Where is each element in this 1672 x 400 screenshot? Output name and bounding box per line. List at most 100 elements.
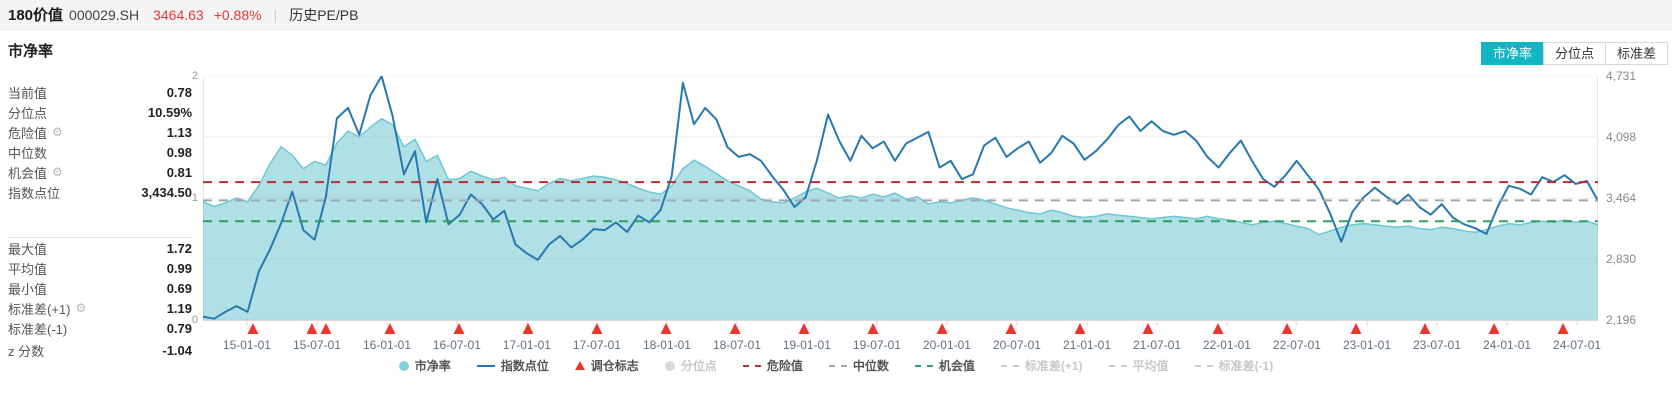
x-tick: 15-07-01 bbox=[292, 338, 341, 352]
legend-label: 中位数 bbox=[852, 359, 889, 373]
stat-value: 3,434.50 bbox=[141, 184, 192, 200]
pb-chart-canvas[interactable] bbox=[203, 76, 1598, 344]
x-tick: 16-01-01 bbox=[362, 338, 412, 352]
stat-value: 1.72 bbox=[166, 240, 192, 256]
y-right-tick: 2,196 bbox=[1606, 313, 1637, 327]
legend-item[interactable]: 调仓标志 bbox=[574, 357, 639, 374]
legend-item[interactable]: 危险值 bbox=[742, 357, 803, 374]
rebalance-triangle-icon bbox=[320, 323, 332, 334]
legend-triangle-icon bbox=[574, 361, 585, 370]
x-tick: 17-01-01 bbox=[502, 338, 551, 352]
stat-row: 中位数 0.98 bbox=[8, 142, 192, 162]
x-tick: 15-01-01 bbox=[222, 338, 271, 352]
legend-label: 调仓标志 bbox=[590, 359, 639, 373]
legend-label: 平均值 bbox=[1132, 359, 1169, 373]
tab-0[interactable]: 市净率 bbox=[1480, 42, 1544, 65]
rebalance-triangle-icon bbox=[660, 323, 672, 334]
index-name: 180价值 bbox=[8, 7, 64, 24]
rebalance-triangle-icon bbox=[306, 323, 318, 334]
stat-value: 1.13 bbox=[166, 124, 192, 140]
stat-label: 分位点 bbox=[8, 105, 48, 121]
x-tick: 22-07-01 bbox=[1272, 338, 1321, 352]
legend-item[interactable]: 标准差(-1) bbox=[1194, 357, 1274, 374]
rebalance-triangle-icon bbox=[867, 323, 879, 334]
legend-label: 分位点 bbox=[680, 359, 717, 373]
rebalance-triangle-icon bbox=[936, 323, 948, 334]
legend-item[interactable]: 平均值 bbox=[1108, 357, 1169, 374]
legend-item[interactable]: 中位数 bbox=[828, 357, 889, 374]
legend-label: 指数点位 bbox=[500, 359, 549, 373]
gear-icon[interactable]: ⚙ bbox=[52, 125, 63, 139]
legend-item[interactable]: 分位点 bbox=[664, 357, 717, 374]
history-pe-pb-link[interactable]: 历史PE/PB bbox=[289, 6, 359, 23]
rebalance-triangle-icon bbox=[1142, 323, 1154, 334]
legend-item[interactable]: 指数点位 bbox=[476, 357, 549, 374]
stat-value: 0.78 bbox=[166, 84, 192, 100]
x-tick: 19-01-01 bbox=[782, 338, 831, 352]
legend-label: 标准差(-1) bbox=[1218, 359, 1274, 373]
stat-row-z-score: z 分数 -1.04 bbox=[8, 340, 192, 360]
stat-row: 最小值 0.69 bbox=[8, 278, 192, 298]
index-code: 000029.SH bbox=[69, 6, 140, 23]
stat-label: 标准差(-1) bbox=[8, 321, 68, 337]
stat-row: 标准差(-1) 0.79 bbox=[8, 318, 192, 338]
x-tick: 21-01-01 bbox=[1062, 338, 1112, 352]
x-tick: 19-07-01 bbox=[852, 338, 901, 352]
x-tick: 23-01-01 bbox=[1342, 338, 1391, 352]
x-tick: 20-01-01 bbox=[922, 338, 971, 352]
legend-dash-icon bbox=[1000, 364, 1019, 367]
y-left-tick: 1 bbox=[191, 192, 198, 204]
stat-label: 机会值 ⚙ bbox=[8, 165, 63, 181]
stat-value: 0.69 bbox=[166, 280, 192, 296]
legend-item[interactable]: 机会值 bbox=[914, 357, 975, 374]
x-tick: 24-01-01 bbox=[1483, 338, 1532, 352]
x-tick: 18-07-01 bbox=[712, 338, 762, 352]
stat-label: 最小值 bbox=[8, 281, 48, 297]
stat-row: 指数点位 3,434.50 bbox=[8, 182, 192, 202]
x-tick: 20-07-01 bbox=[992, 338, 1041, 352]
legend-circle-icon bbox=[398, 360, 409, 371]
legend-line-icon bbox=[476, 364, 495, 367]
stats-group-current: 当前值 0.78 分位点 10.59% 危险值 ⚙ 1.13 中位数 0.98 机会值 ⚙ 0.81 指… bbox=[8, 82, 192, 202]
legend-dash-icon bbox=[1194, 364, 1213, 367]
legend-item[interactable]: 市净率 bbox=[398, 357, 451, 374]
stat-value: 0.99 bbox=[166, 260, 192, 276]
y-left-tick: 0 bbox=[191, 314, 198, 326]
legend-label: 标准差(+1) bbox=[1024, 359, 1083, 373]
rebalance-triangle-icon bbox=[522, 323, 534, 334]
y-right-tick: 3,464 bbox=[1606, 190, 1637, 205]
rebalance-triangle-icon bbox=[1212, 323, 1224, 334]
x-tick: 22-01-01 bbox=[1202, 338, 1251, 352]
gear-icon[interactable]: ⚙ bbox=[75, 301, 87, 315]
stat-label: 指数点位 bbox=[8, 185, 61, 201]
rebalance-triangle-icon bbox=[384, 323, 396, 334]
rebalance-triangle-icon bbox=[1557, 323, 1569, 334]
legend-dash-icon bbox=[914, 364, 933, 367]
gear-icon[interactable]: ⚙ bbox=[52, 165, 63, 179]
legend-dash-icon bbox=[1108, 364, 1127, 367]
rebalance-triangle-icon bbox=[1074, 323, 1086, 334]
y-right-tick: 4,731 bbox=[1606, 69, 1637, 83]
pb-chart[interactable] bbox=[203, 76, 1598, 344]
tab-2[interactable]: 标准差 bbox=[1604, 42, 1668, 65]
legend-item[interactable]: 标准差(+1) bbox=[1000, 357, 1083, 374]
stat-label: 标准差(+1) ⚙ bbox=[8, 301, 87, 317]
stats-divider bbox=[8, 237, 192, 238]
header-bar: 180价值 000029.SH 3464.63 +0.88% | 历史PE/PB bbox=[0, 0, 1672, 30]
x-tick: 23-07-01 bbox=[1412, 338, 1462, 352]
x-tick: 17-07-01 bbox=[572, 338, 621, 352]
y-right-tick: 4,098 bbox=[1606, 129, 1637, 144]
header-divider: | bbox=[273, 6, 278, 23]
rebalance-triangle-icon bbox=[798, 323, 810, 334]
y-left-tick: 2 bbox=[191, 70, 198, 82]
tab-1[interactable]: 分位点 bbox=[1542, 42, 1606, 65]
stat-label: 中位数 bbox=[8, 145, 48, 161]
stat-value: 0.98 bbox=[166, 144, 192, 160]
stat-row: 平均值 0.99 bbox=[8, 258, 192, 278]
legend-dash-icon bbox=[742, 364, 761, 367]
stats-panel: 当前值 0.78 分位点 10.59% 危险值 ⚙ 1.13 中位数 0.98 机会值 ⚙ 0.81 指… bbox=[8, 82, 192, 360]
rebalance-triangle-icon bbox=[453, 323, 465, 334]
legend-dash-icon bbox=[828, 364, 847, 367]
stat-label: 危险值 ⚙ bbox=[8, 125, 63, 141]
stat-row: 分位点 10.59% bbox=[8, 102, 192, 122]
